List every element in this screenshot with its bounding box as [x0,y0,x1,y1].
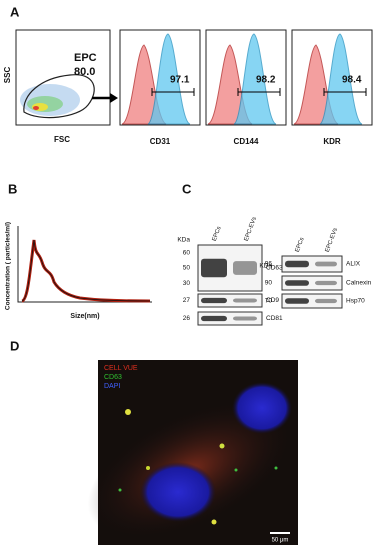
band [201,258,227,278]
dot-cloud [20,84,80,116]
band [201,297,227,304]
mw-marker: 50 [183,265,191,272]
panel-label: B [8,181,17,196]
marker-curve [319,33,363,125]
band [201,315,227,322]
band [315,298,337,304]
band [233,261,257,275]
band [285,260,309,268]
scale-bar-label: 50 μm [272,538,289,544]
gate-value: 80.0 [74,66,95,78]
unit-label: KDa [177,237,190,244]
axes [17,226,152,303]
y-axis-label: SSC [3,67,12,84]
lane-label: EPC-EVs [325,227,339,253]
gate [23,74,95,119]
mw-marker: 90 [265,280,273,287]
x-axis-label: Size(nm) [70,313,99,320]
blot-frame [281,255,343,273]
arrow-head [110,93,118,103]
mw-marker: 30 [183,280,191,287]
marker-label: CD144 [234,137,259,146]
gate-value: 98.2 [256,75,276,86]
lane-label: EPCs [295,237,306,253]
panel-label: A [10,4,20,19]
blot-frame [197,293,263,308]
band-name: CD9 [266,297,279,304]
marker-curve [233,33,277,125]
size-distribution-mean [21,239,151,302]
gate-line [151,88,195,96]
band-name: Calnexin [346,280,372,287]
legend-item: CELL VUE [104,365,138,372]
mw-marker: 26 [183,315,191,322]
y-axis-label: Concentration ( particles/ml) [5,222,12,310]
blots: KDa EPCs EPC-EVs CD63 60 50 30 CD9 27 CD81 26 KDa EP… [177,216,372,326]
band-name: Hsp70 [346,298,365,305]
mw-marker: 70 [265,298,273,305]
band [285,298,309,304]
band-name: ALIX [346,261,361,268]
band [315,261,337,267]
lane-label: EPCs [212,226,223,242]
micrograph-content [87,382,293,539]
blot-frame [197,311,263,326]
panel-label: C [182,181,192,196]
histograms: 97.1 CD31 98.2 CD144 98.4 KDR [119,29,373,146]
x-axis-label: FSC [54,135,70,144]
band-name: CD63 [266,265,283,272]
marker-label: KDR [323,137,341,146]
gate-line [323,88,367,96]
blot-frame [281,293,343,309]
lane-label: EPC-EVs [244,216,258,242]
gate-line [237,88,281,96]
mw-marker: 27 [183,297,191,304]
gate-value: 98.4 [342,75,362,86]
panel-label: D [10,338,19,353]
gate-name: EPC [74,52,97,64]
band-name: CD81 [266,315,283,322]
legend-item: CD63 [104,374,122,381]
legend-item: DAPI [104,383,120,390]
marker-label: CD31 [150,137,171,146]
size-distribution [21,239,151,303]
band [233,298,257,303]
band [233,316,257,321]
band [315,280,337,286]
mw-marker: 60 [183,249,191,256]
blot-frame [281,275,343,291]
marker-curve [147,33,191,125]
gate-value: 97.1 [170,75,190,86]
unit-label: KDa [259,263,272,270]
mw-marker: 96 [265,261,273,268]
band [285,280,309,286]
